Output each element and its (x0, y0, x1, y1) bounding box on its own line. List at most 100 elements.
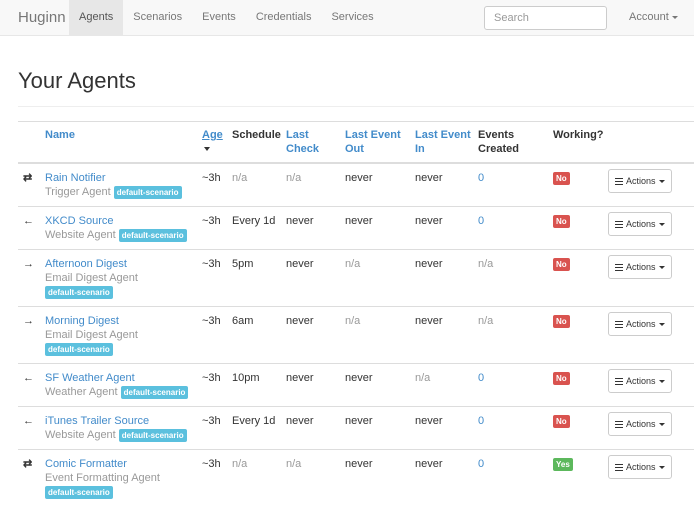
actions-label[interactable]: Actions (626, 176, 656, 186)
cell: n/a (478, 250, 553, 307)
last-event-in: never (415, 258, 443, 270)
header-label[interactable]: Name (45, 129, 75, 141)
agent-name[interactable]: Afternoon Digest (45, 258, 127, 270)
events-created[interactable]: 0 (478, 415, 484, 427)
cell: ⇄ (18, 163, 45, 207)
cell: n/a (478, 307, 553, 364)
nav-link[interactable]: Credentials (246, 0, 322, 35)
schedule: 5pm (232, 258, 253, 270)
header-label[interactable]: Last Event Out (345, 129, 401, 155)
last-event-out: never (345, 215, 373, 227)
cell: Actions (608, 207, 694, 250)
nav-link[interactable]: Events (192, 0, 246, 35)
last-event-out: never (345, 172, 373, 184)
cell: n/a (232, 163, 286, 207)
actions-label[interactable]: Actions (626, 462, 656, 472)
cell: Actions (608, 307, 694, 364)
cell: never (415, 307, 478, 364)
events-created[interactable]: 0 (478, 458, 484, 470)
search-input[interactable]: Search (484, 6, 607, 30)
working-status: No (553, 258, 570, 271)
cell: never (345, 450, 415, 506)
cell: n/a (232, 450, 286, 506)
cell: → (18, 307, 45, 364)
actions-label[interactable]: Actions (626, 319, 656, 329)
age: ~3h (202, 372, 221, 384)
actions-button[interactable]: Actions (608, 312, 672, 336)
cell: never (286, 250, 345, 307)
header-label[interactable]: Last Check (286, 129, 319, 155)
working-status: No (553, 315, 570, 328)
cell: ← (18, 207, 45, 250)
scenario-label[interactable]: default-scenario (45, 486, 113, 499)
cell: n/a (345, 250, 415, 307)
scenario-label[interactable]: default-scenario (121, 386, 189, 399)
nav-link[interactable]: Agents (69, 0, 123, 35)
last-event-out: n/a (345, 315, 360, 327)
cell: ~3h (202, 163, 232, 207)
account-label[interactable]: Account (629, 11, 669, 23)
agent-name[interactable]: Morning Digest (45, 315, 119, 327)
header-cell (18, 122, 45, 164)
agent-type: Website Agent (45, 229, 116, 241)
brand[interactable]: Huginn (18, 9, 66, 26)
agent-type: Event Formatting Agent (45, 472, 160, 484)
events-created[interactable]: 0 (478, 372, 484, 384)
actions-button[interactable]: Actions (608, 369, 672, 393)
actions-label[interactable]: Actions (626, 419, 656, 429)
scenario-label[interactable]: default-scenario (119, 229, 187, 242)
last-check: never (286, 315, 314, 327)
header-cell: Name (45, 122, 202, 164)
nav-link[interactable]: Scenarios (123, 0, 192, 35)
cell: No (553, 207, 608, 250)
actions-button[interactable]: Actions (608, 212, 672, 236)
schedule: n/a (232, 172, 247, 184)
agent-name[interactable]: XKCD Source (45, 215, 113, 227)
scenario-label[interactable]: default-scenario (119, 429, 187, 442)
cell: n/a (286, 163, 345, 207)
actions-button[interactable]: Actions (608, 169, 672, 193)
actions-label[interactable]: Actions (626, 262, 656, 272)
cell: never (345, 163, 415, 207)
agent-name[interactable]: Rain Notifier (45, 172, 106, 184)
cell: never (415, 207, 478, 250)
agent-name[interactable]: iTunes Trailer Source (45, 415, 149, 427)
account-menu[interactable]: Account (629, 0, 678, 35)
cell: XKCD Source Website Agent default-scenari… (45, 207, 202, 250)
header-cell: Last Event Out (345, 122, 415, 164)
scenario-label[interactable]: default-scenario (114, 186, 182, 199)
actions-label[interactable]: Actions (626, 219, 656, 229)
actions-button[interactable]: Actions (608, 455, 672, 479)
last-event-in: never (415, 415, 443, 427)
agent-name[interactable]: Comic Formatter (45, 458, 127, 470)
cell: Every 1d (232, 207, 286, 250)
agent-type: Email Digest Agent (45, 272, 138, 284)
cell: Actions (608, 250, 694, 307)
events-created[interactable]: 0 (478, 215, 484, 227)
actions-button[interactable]: Actions (608, 412, 672, 436)
nav-link[interactable]: Services (321, 0, 383, 35)
list-icon (615, 264, 623, 271)
schedule: Every 1d (232, 415, 275, 427)
scenario-label[interactable]: default-scenario (45, 343, 113, 356)
agent-type: Website Agent (45, 429, 116, 441)
actions-label[interactable]: Actions (626, 376, 656, 386)
age: ~3h (202, 458, 221, 470)
header-label[interactable]: Age (202, 129, 223, 141)
last-event-out: never (345, 458, 373, 470)
agent-name[interactable]: SF Weather Agent (45, 372, 135, 384)
header-label[interactable]: Last Event In (415, 129, 471, 155)
age: ~3h (202, 415, 221, 427)
cell: 10pm (232, 364, 286, 407)
events-created[interactable]: 0 (478, 172, 484, 184)
scenario-label[interactable]: default-scenario (45, 286, 113, 299)
actions-button[interactable]: Actions (608, 255, 672, 279)
